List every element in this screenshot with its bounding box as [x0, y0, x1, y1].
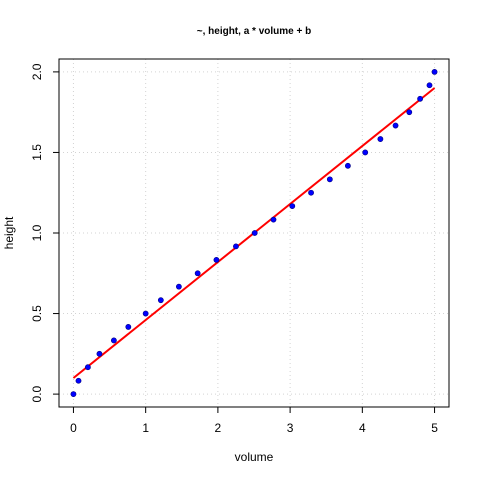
data-point-23	[426, 82, 433, 89]
grid-lines	[59, 59, 449, 407]
x-axis-label: volume	[235, 450, 274, 464]
chart-title: ~, height, a * volume + b	[197, 26, 311, 37]
y-tick-label-3: 1.5	[30, 144, 44, 161]
data-point-19	[377, 136, 384, 142]
data-point-16	[326, 176, 333, 183]
data-point-15	[308, 189, 314, 196]
data-points	[70, 68, 438, 398]
data-point-7	[157, 297, 164, 304]
x-tick-label-0: 0	[70, 421, 77, 435]
data-point-24	[431, 68, 438, 75]
data-point-20	[392, 122, 399, 129]
y-tick-label-1: 0.5	[30, 305, 44, 322]
data-point-0	[70, 391, 77, 398]
data-point-11	[233, 243, 239, 250]
x-axis: 0 1 2 3 4 5	[70, 407, 438, 435]
data-point-12	[251, 230, 258, 236]
x-tick-label-3: 3	[287, 421, 294, 435]
data-point-4	[110, 337, 117, 344]
data-point-17	[344, 162, 351, 169]
data-point-22	[417, 95, 424, 102]
y-tick-label-4: 2.0	[30, 63, 44, 80]
y-tick-label-2: 1.0	[30, 224, 44, 241]
y-axis: 0.0 0.5 1.0 1.5 2.0	[30, 63, 59, 402]
data-point-3	[96, 350, 103, 357]
x-tick-label-2: 2	[215, 421, 222, 435]
data-point-21	[406, 109, 413, 116]
data-point-2	[84, 364, 91, 371]
y-tick-label-0: 0.0	[30, 385, 44, 402]
data-point-18	[362, 149, 369, 156]
data-point-9	[194, 270, 201, 277]
data-point-6	[142, 310, 149, 317]
data-point-8	[175, 283, 182, 290]
data-point-1	[75, 377, 82, 384]
data-point-14	[289, 203, 296, 209]
data-point-5	[125, 324, 132, 330]
data-point-10	[213, 257, 220, 263]
x-tick-label-1: 1	[142, 421, 149, 435]
data-point-13	[270, 216, 277, 223]
y-axis-label: height	[2, 216, 16, 249]
x-tick-label-4: 4	[359, 421, 366, 435]
x-tick-label-5: 5	[431, 421, 438, 435]
